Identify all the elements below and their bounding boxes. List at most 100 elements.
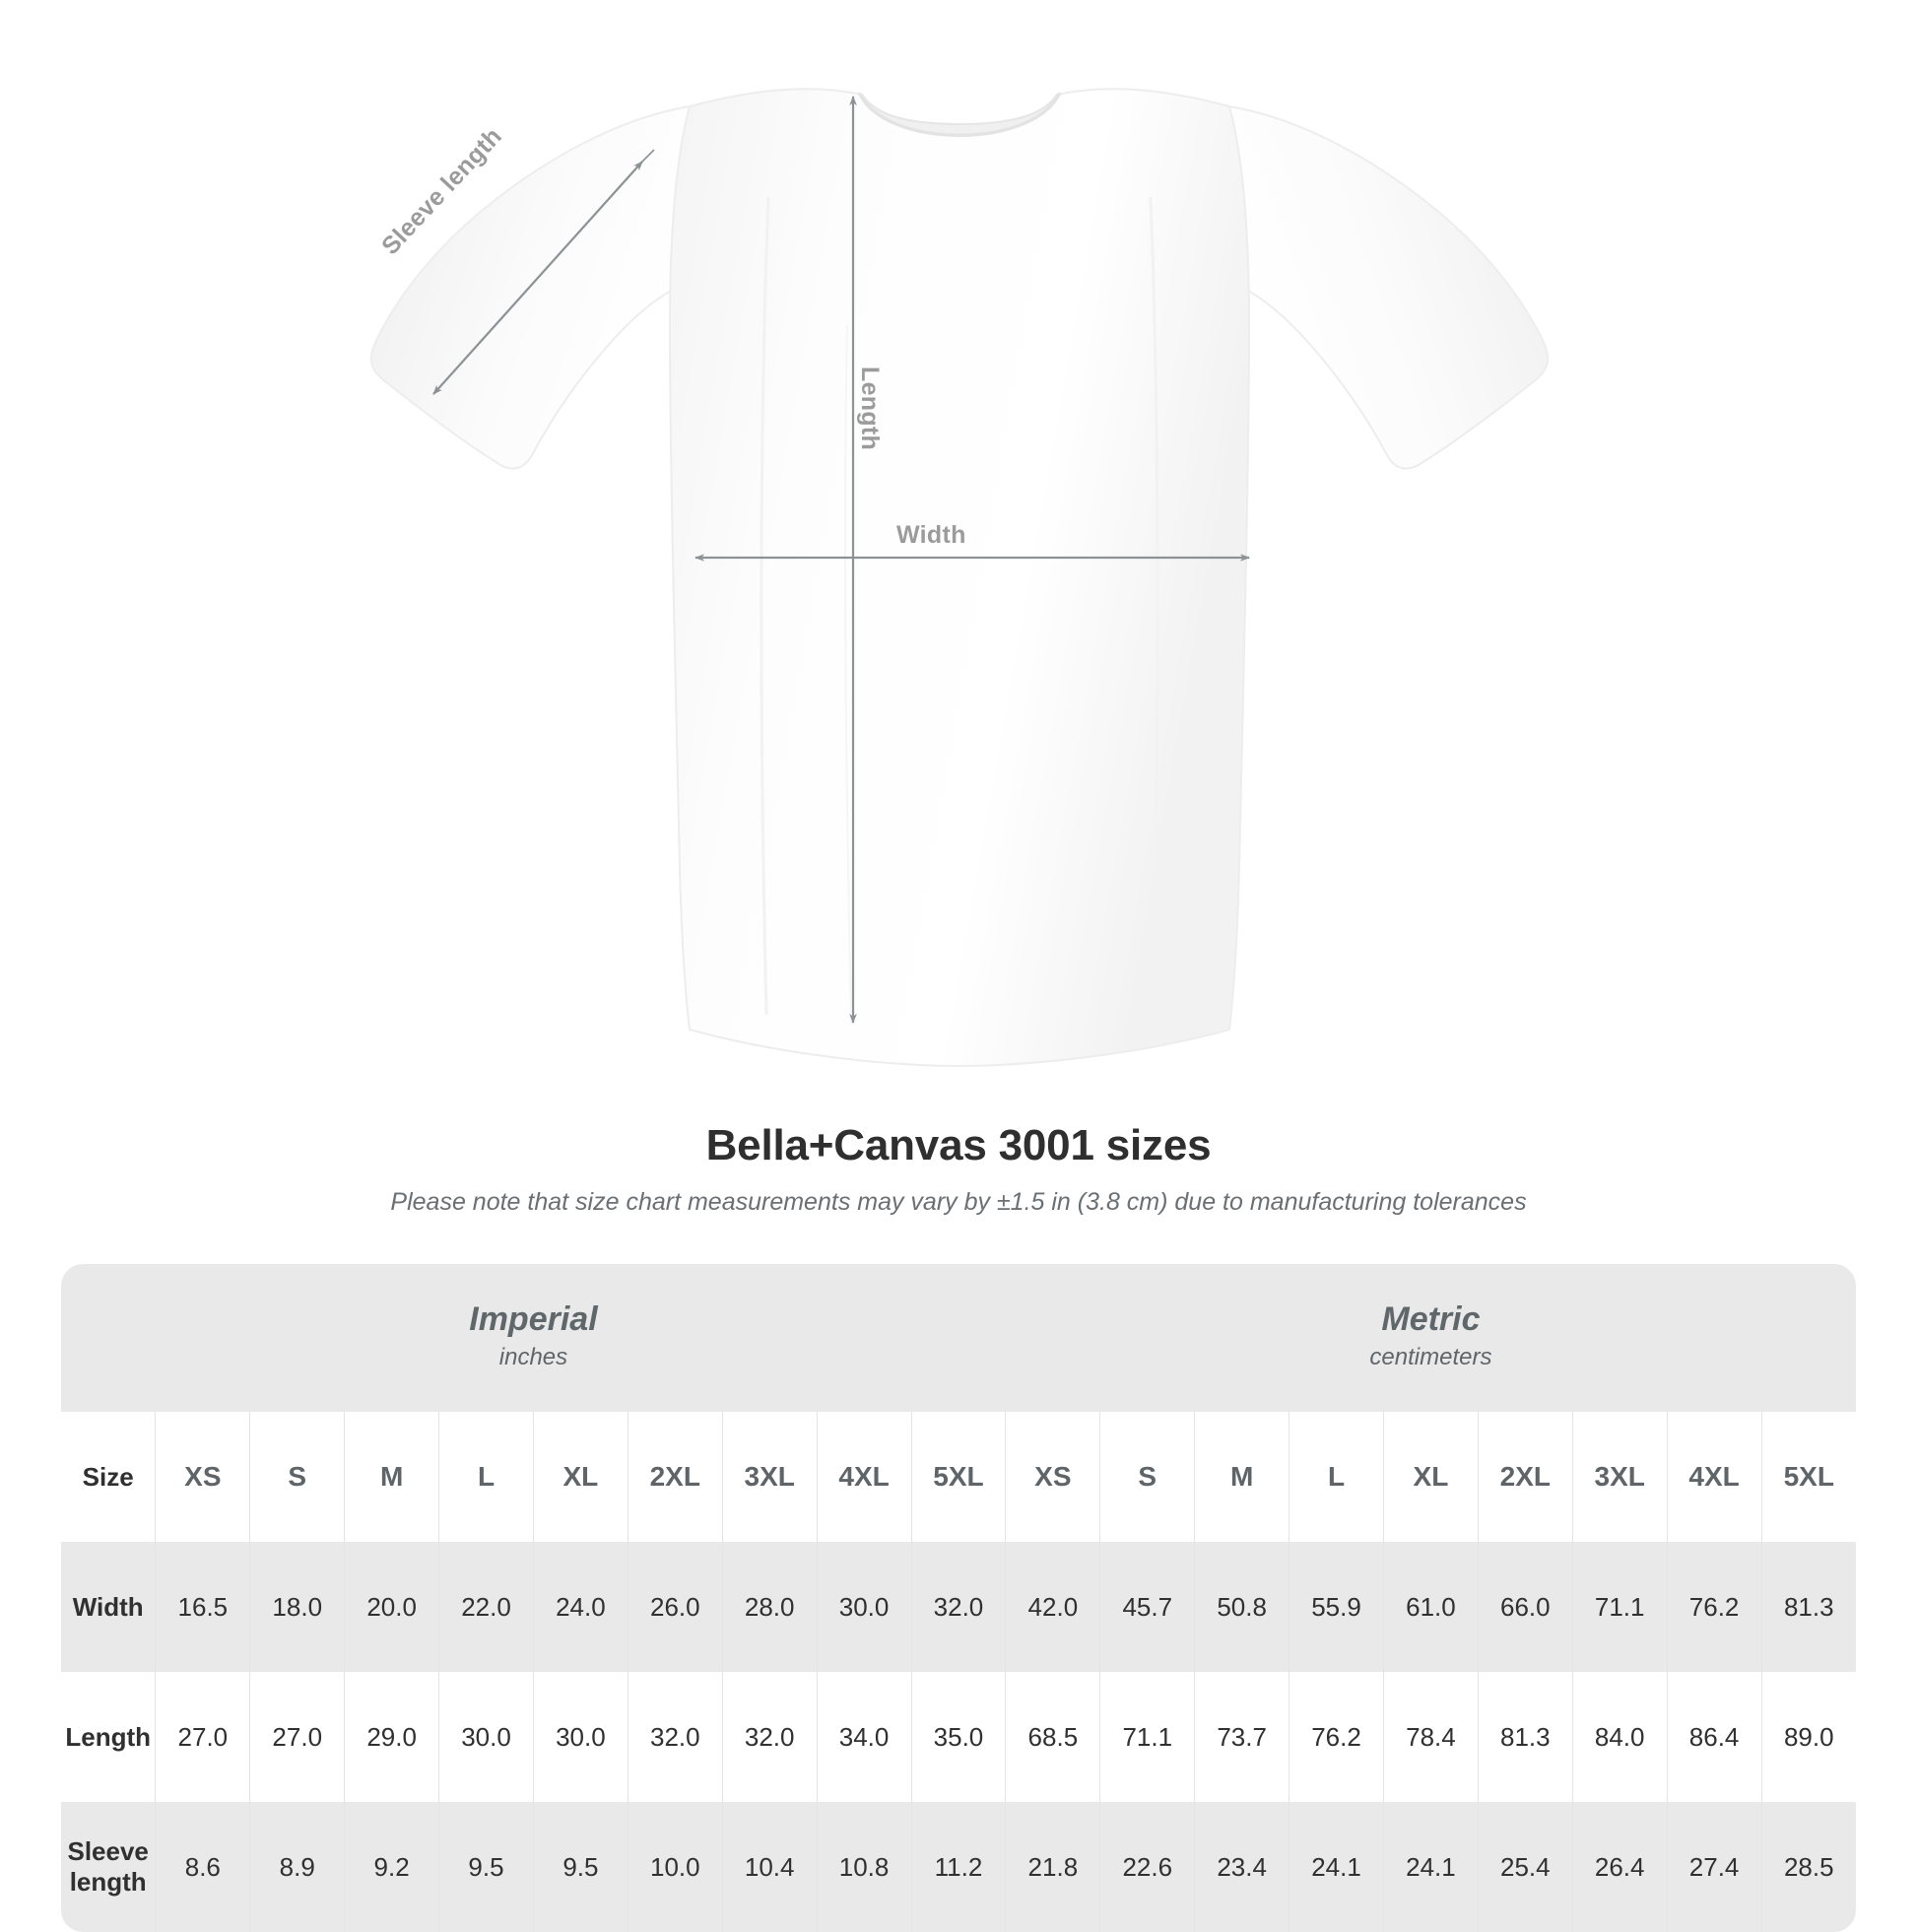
cell-width-metric-5xl: 81.3 [1760, 1542, 1856, 1672]
size-cell-imperial-3xl: 3XL [721, 1412, 818, 1542]
metric-unit-label: centimeters [1369, 1343, 1492, 1370]
cell-sleeve-metric-m: 23.4 [1194, 1802, 1289, 1932]
size-cell-metric-m: M [1194, 1412, 1289, 1542]
cell-length-imperial-4xl: 34.0 [816, 1672, 912, 1802]
metric-system-label: Metric [1381, 1300, 1481, 1339]
size-cell-metric-2xl: 2XL [1477, 1412, 1573, 1542]
cell-sleeve-imperial-xl: 9.5 [532, 1802, 628, 1932]
size-table-body: Imperial inches Metric centimeters Size … [61, 1264, 1856, 1932]
cell-length-imperial-2xl: 32.0 [627, 1672, 723, 1802]
cell-width-imperial-m: 20.0 [344, 1542, 439, 1672]
size-cell-metric-5xl: 5XL [1760, 1412, 1856, 1542]
width-label: Width [896, 521, 966, 549]
cell-width-metric-3xl: 71.1 [1571, 1542, 1668, 1672]
cell-width-metric-l: 55.9 [1289, 1542, 1384, 1672]
cell-length-imperial-l: 30.0 [438, 1672, 534, 1802]
measurement-lines [432, 96, 1250, 1024]
row-label-width: Width [61, 1542, 156, 1672]
cell-sleeve-metric-l: 24.1 [1289, 1802, 1384, 1932]
cell-length-metric-2xl: 81.3 [1477, 1672, 1573, 1802]
cell-width-imperial-xl: 24.0 [532, 1542, 628, 1672]
cell-width-metric-4xl: 76.2 [1666, 1542, 1762, 1672]
cell-width-imperial-2xl: 26.0 [627, 1542, 723, 1672]
cell-length-imperial-5xl: 35.0 [910, 1672, 1006, 1802]
table-row-width: Width 16.5 18.0 20.0 22.0 24.0 26.0 28.0… [61, 1542, 1856, 1672]
tshirt-diagram-svg [369, 88, 1550, 1068]
size-cell-imperial-m: M [344, 1412, 439, 1542]
cell-length-metric-xl: 78.4 [1382, 1672, 1479, 1802]
cell-length-imperial-m: 29.0 [344, 1672, 439, 1802]
imperial-unit-label: inches [498, 1343, 568, 1370]
metric-header-cell: Metric centimeters [1005, 1264, 1856, 1412]
size-cell-imperial-5xl: 5XL [910, 1412, 1006, 1542]
size-cell-imperial-4xl: 4XL [816, 1412, 912, 1542]
cell-sleeve-metric-4xl: 27.4 [1666, 1802, 1762, 1932]
cell-length-metric-m: 73.7 [1194, 1672, 1289, 1802]
cell-width-imperial-l: 22.0 [438, 1542, 534, 1672]
cell-sleeve-imperial-4xl: 10.8 [816, 1802, 912, 1932]
size-cell-metric-xs: XS [1005, 1412, 1100, 1542]
cell-length-imperial-xs: 27.0 [155, 1672, 250, 1802]
cell-length-metric-s: 71.1 [1099, 1672, 1195, 1802]
cell-sleeve-metric-5xl: 28.5 [1760, 1802, 1856, 1932]
table-row-sleeve-length: Sleeve length 8.6 8.9 9.2 9.5 9.5 10.0 1… [61, 1802, 1856, 1932]
cell-width-metric-m: 50.8 [1194, 1542, 1289, 1672]
cell-width-imperial-5xl: 32.0 [910, 1542, 1006, 1672]
cell-width-imperial-3xl: 28.0 [721, 1542, 818, 1672]
unit-system-header-row: Imperial inches Metric centimeters [61, 1264, 1856, 1412]
cell-sleeve-metric-xl: 24.1 [1382, 1802, 1479, 1932]
cell-length-metric-3xl: 84.0 [1571, 1672, 1668, 1802]
tolerance-note: Please note that size chart measurements… [390, 1188, 1527, 1216]
size-cell-imperial-xs: XS [155, 1412, 250, 1542]
size-cell-imperial-2xl: 2XL [627, 1412, 723, 1542]
sleeve-measure-line [432, 161, 643, 395]
size-cell-imperial-l: L [438, 1412, 534, 1542]
title-block: Bella+Canvas 3001 sizes Please note that… [0, 1121, 1917, 1217]
cell-sleeve-imperial-2xl: 10.0 [627, 1802, 723, 1932]
size-row-label: Size [61, 1412, 156, 1542]
cell-length-imperial-xl: 30.0 [532, 1672, 628, 1802]
cell-width-metric-xs: 42.0 [1005, 1542, 1100, 1672]
cell-width-imperial-s: 18.0 [249, 1542, 345, 1672]
row-label-length: Length [61, 1672, 156, 1802]
tshirt-shape [369, 88, 1550, 1068]
cell-width-metric-2xl: 66.0 [1477, 1542, 1573, 1672]
cell-width-metric-xl: 61.0 [1382, 1542, 1479, 1672]
cell-sleeve-imperial-5xl: 11.2 [910, 1802, 1006, 1932]
size-cell-metric-xl: XL [1382, 1412, 1479, 1542]
cell-sleeve-metric-xs: 21.8 [1005, 1802, 1100, 1932]
size-cell-imperial-xl: XL [532, 1412, 628, 1542]
table-row-length: Length 27.0 27.0 29.0 30.0 30.0 32.0 32.… [61, 1672, 1856, 1802]
cell-sleeve-imperial-m: 9.2 [344, 1802, 439, 1932]
page-title: Bella+Canvas 3001 sizes [705, 1121, 1212, 1169]
cell-length-metric-xs: 68.5 [1005, 1672, 1100, 1802]
size-cell-metric-4xl: 4XL [1666, 1412, 1762, 1542]
cell-length-metric-l: 76.2 [1289, 1672, 1384, 1802]
size-cell-metric-s: S [1099, 1412, 1195, 1542]
cell-width-metric-s: 45.7 [1099, 1542, 1195, 1672]
cell-width-imperial-xs: 16.5 [155, 1542, 250, 1672]
cell-length-metric-4xl: 86.4 [1666, 1672, 1762, 1802]
cell-length-imperial-s: 27.0 [249, 1672, 345, 1802]
row-label-sleeve-length: Sleeve length [61, 1802, 156, 1932]
size-cell-metric-l: L [1289, 1412, 1384, 1542]
cell-sleeve-imperial-3xl: 10.4 [721, 1802, 818, 1932]
size-header-row: Size XS S M L XL 2XL 3XL 4XL 5XL XS S M … [61, 1412, 1856, 1542]
size-cell-imperial-s: S [249, 1412, 345, 1542]
cell-length-metric-5xl: 89.0 [1760, 1672, 1856, 1802]
size-table: Imperial inches Metric centimeters Size … [61, 1264, 1856, 1932]
imperial-header-cell: Imperial inches [61, 1264, 1006, 1412]
length-label: Length [856, 366, 884, 451]
cell-width-imperial-4xl: 30.0 [816, 1542, 912, 1672]
cell-sleeve-metric-3xl: 26.4 [1571, 1802, 1668, 1932]
imperial-system-label: Imperial [469, 1300, 598, 1339]
tshirt-illustration: Sleeve length Length Width [369, 88, 1550, 1068]
size-cell-metric-3xl: 3XL [1571, 1412, 1668, 1542]
cell-sleeve-metric-s: 22.6 [1099, 1802, 1195, 1932]
cell-sleeve-imperial-xs: 8.6 [155, 1802, 250, 1932]
cell-sleeve-metric-2xl: 25.4 [1477, 1802, 1573, 1932]
size-table-container: Imperial inches Metric centimeters Size … [61, 1264, 1856, 1932]
cell-sleeve-imperial-l: 9.5 [438, 1802, 534, 1932]
cell-sleeve-imperial-s: 8.9 [249, 1802, 345, 1932]
cell-length-imperial-3xl: 32.0 [721, 1672, 818, 1802]
